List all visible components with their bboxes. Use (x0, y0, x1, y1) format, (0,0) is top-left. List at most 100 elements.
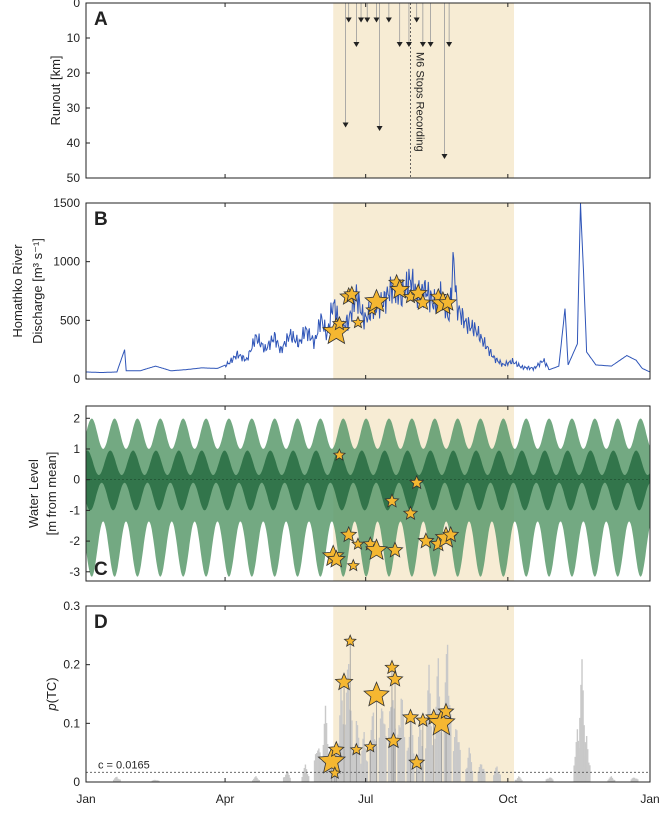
event-star (384, 493, 400, 508)
y-tick-label: 0 (73, 473, 80, 487)
panel-b: 0 500 1000 1500 B Homathko River Discharge [m³… (10, 196, 651, 386)
event-star (417, 532, 435, 549)
runout-marker (373, 17, 380, 23)
event-star (351, 537, 365, 550)
y-tick-label: 40 (67, 136, 81, 150)
y-axis-label-line2: [m from mean] (44, 452, 59, 536)
runout-marker (405, 42, 412, 47)
event-star (442, 525, 460, 543)
runout-marker (353, 42, 360, 47)
x-tick-label: Jul (358, 792, 373, 806)
panel-d: c = 0.0165 Jan Apr Jul Oct Jan 0 0.1 0.2 0.3 Dp(TC… (44, 599, 660, 806)
y-tick-label: 20 (67, 66, 81, 80)
runout-marker (441, 154, 448, 159)
discharge-line (86, 202, 651, 373)
x-tick-label: Jan (76, 792, 95, 806)
y-axis-label-rest: (TC) (44, 677, 59, 703)
event-star (401, 708, 420, 725)
season-band (333, 3, 515, 178)
event-star (328, 766, 342, 779)
y-axis-label-line1: Water Level (26, 459, 41, 528)
y-tick-label: 0 (73, 0, 80, 10)
y-tick-label: 1000 (53, 255, 80, 269)
y-tick-label: 30 (67, 101, 81, 115)
panel-letter: D (94, 612, 108, 633)
event-star (363, 739, 377, 753)
event-star (331, 315, 348, 331)
runout-marker (396, 42, 403, 47)
axes-box (85, 605, 651, 783)
x-tick-label: Jan (640, 792, 659, 806)
event-star (364, 288, 389, 313)
y-tick-label: 1 (73, 442, 80, 456)
event-star (327, 740, 345, 758)
event-star (364, 538, 389, 561)
event-star (408, 753, 426, 770)
y-axis-label-line2: Discharge [m³ s⁻¹] (30, 238, 45, 344)
event-star (415, 712, 431, 727)
event-star (349, 742, 364, 756)
y-tick-label: 10 (67, 31, 81, 45)
runout-marker (364, 17, 371, 23)
runout-marker (345, 17, 352, 23)
event-star (332, 448, 347, 461)
y-tick-label: 0.3 (63, 599, 80, 613)
event-star (427, 708, 456, 736)
event-star (346, 558, 360, 572)
y-axis-label: Runout [km] (48, 55, 63, 125)
y-tick-label: 0.2 (63, 658, 80, 672)
axes-box (85, 405, 651, 582)
runout-marker (419, 42, 426, 47)
water-level-core (86, 450, 650, 511)
event-star (351, 315, 365, 329)
y-axis-label: p(TC) (44, 677, 59, 711)
panel-letter: A (94, 9, 108, 30)
event-star (414, 293, 432, 311)
x-tick-label: Apr (216, 792, 235, 806)
event-star (437, 702, 455, 719)
y-tick-label: -1 (69, 503, 80, 517)
y-axis-label-italic: p (44, 703, 59, 711)
y-tick-label: 0 (73, 372, 80, 386)
event-star (384, 659, 400, 675)
annotation-text: M6 Stops Recording (413, 52, 425, 152)
event-star (340, 525, 358, 543)
y-tick-label: 500 (60, 313, 80, 327)
event-star (384, 731, 403, 749)
y-tick-label: 50 (67, 171, 81, 185)
panel-letter: B (94, 209, 108, 230)
y-tick-label: 2 (73, 411, 80, 425)
y-tick-label: -2 (69, 534, 80, 548)
event-star (322, 317, 351, 345)
runout-marker (427, 42, 434, 47)
runout-marker (358, 17, 365, 23)
axes-box (85, 2, 651, 179)
event-star (402, 505, 419, 520)
event-star (408, 474, 425, 490)
runout-marker (446, 42, 453, 47)
y-tick-label: -3 (69, 565, 80, 579)
x-tick-label: Oct (499, 792, 518, 806)
event-star (386, 541, 404, 558)
runout-marker (342, 122, 349, 128)
runout-marker (413, 17, 420, 23)
event-star (334, 672, 354, 691)
y-tick-label: 0 (73, 775, 80, 789)
y-axis-label-line1: Homathko River (10, 244, 25, 338)
axes-box (85, 202, 651, 380)
event-star (343, 285, 361, 302)
event-star (389, 278, 411, 299)
y-tick-label: 1500 (53, 196, 80, 210)
threshold-label: c = 0.0165 (98, 759, 150, 771)
runout-marker (376, 126, 383, 131)
panel-a: M6 Stops Recording 0 10 20 30 40 50 A Runout [km… (48, 0, 651, 185)
runout-marker (385, 17, 392, 23)
event-star (326, 549, 346, 568)
panel-letter: C (94, 559, 108, 580)
event-star (363, 681, 390, 707)
event-star (317, 746, 346, 774)
panel-c: 2 1 0 -1 -2 -3 C Water Level [m from mean] (26, 405, 651, 582)
event-star (343, 634, 357, 647)
y-tick-label: 0.1 (63, 716, 80, 730)
